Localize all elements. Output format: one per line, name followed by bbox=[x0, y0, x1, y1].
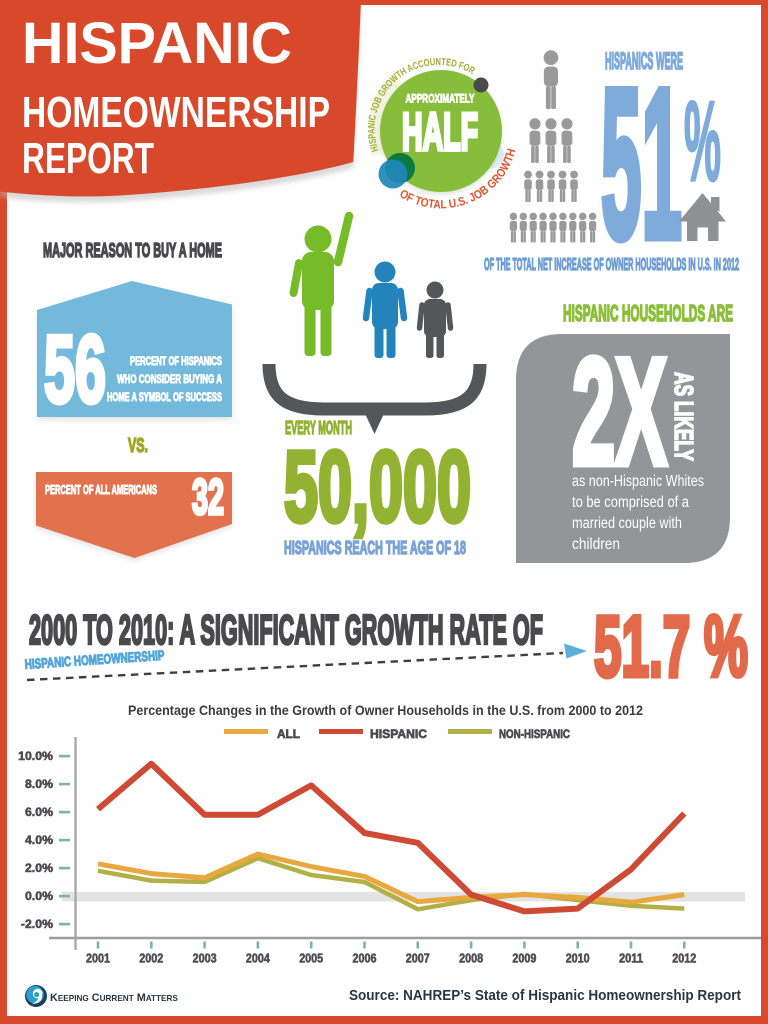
svg-text:AS LIKELY: AS LIKELY bbox=[669, 372, 697, 461]
svg-text:HISPANICS REACH THE AGE OF 18: HISPANICS REACH THE AGE OF 18 bbox=[284, 538, 466, 558]
svg-text:2008: 2008 bbox=[459, 952, 483, 966]
svg-text:Source: NAHREP’s State of Hisp: Source: NAHREP’s State of Hispanic Homeo… bbox=[349, 988, 741, 1004]
svg-text:32: 32 bbox=[192, 469, 224, 525]
svg-text:56: 56 bbox=[44, 316, 106, 423]
svg-text:married couple with: married couple with bbox=[572, 515, 682, 532]
svg-text:2.0%: 2.0% bbox=[25, 861, 53, 875]
svg-text:2007: 2007 bbox=[406, 952, 430, 966]
svg-text:2X: 2X bbox=[572, 327, 667, 497]
svg-text:APPROXIMATELY: APPROXIMATELY bbox=[406, 92, 475, 106]
svg-text:REPORT: REPORT bbox=[22, 135, 154, 183]
svg-text:PERCENT OF HISPANICS: PERCENT OF HISPANICS bbox=[130, 355, 222, 368]
svg-text:MAJOR REASON TO BUY A HOME: MAJOR REASON TO BUY A HOME bbox=[43, 240, 222, 262]
svg-text:to be comprised of a: to be comprised of a bbox=[572, 494, 689, 511]
svg-text:PERCENT OF ALL AMERICANS: PERCENT OF ALL AMERICANS bbox=[45, 482, 157, 497]
svg-text:HISPANIC: HISPANIC bbox=[370, 727, 427, 741]
svg-text:OF THE TOTAL NET INCREASE OF O: OF THE TOTAL NET INCREASE OF OWNER HOUSE… bbox=[484, 254, 739, 274]
svg-text:0.0%: 0.0% bbox=[25, 889, 53, 903]
svg-text:2012: 2012 bbox=[672, 952, 696, 966]
svg-text:VS.: VS. bbox=[128, 435, 148, 457]
svg-text:Percentage Changes in the Grow: Percentage Changes in the Growth of Owne… bbox=[128, 702, 643, 718]
svg-text:WHO CONSIDER BUYING A: WHO CONSIDER BUYING A bbox=[117, 373, 222, 386]
svg-text:%: % bbox=[684, 78, 721, 204]
svg-text:HISPANICS WERE: HISPANICS WERE bbox=[605, 48, 683, 75]
svg-text:2002: 2002 bbox=[139, 952, 163, 966]
svg-text:NON-HISPANIC: NON-HISPANIC bbox=[499, 727, 570, 741]
svg-text:HALF: HALF bbox=[402, 103, 478, 162]
svg-text:2005: 2005 bbox=[299, 952, 323, 966]
svg-text:2011: 2011 bbox=[619, 952, 643, 966]
svg-text:2003: 2003 bbox=[193, 952, 217, 966]
svg-text:51: 51 bbox=[601, 45, 682, 283]
svg-text:2010: 2010 bbox=[566, 952, 590, 966]
svg-text:4.0%: 4.0% bbox=[25, 833, 53, 847]
svg-text:8.0%: 8.0% bbox=[25, 777, 53, 791]
svg-text:2004: 2004 bbox=[246, 952, 270, 966]
svg-text:KEEPING CURRENT MATTERS: KEEPING CURRENT MATTERS bbox=[50, 992, 178, 1004]
svg-text:2000 TO 2010: A SIGNIFICANT GR: 2000 TO 2010: A SIGNIFICANT GROWTH RATE … bbox=[29, 606, 543, 653]
svg-text:ALL: ALL bbox=[277, 727, 300, 741]
svg-text:EVERY MONTH: EVERY MONTH bbox=[285, 418, 352, 438]
svg-text:HISPANIC HOUSEHOLDS ARE: HISPANIC HOUSEHOLDS ARE bbox=[563, 300, 733, 326]
svg-text:children: children bbox=[572, 536, 620, 553]
svg-text:2001: 2001 bbox=[86, 952, 110, 966]
svg-text:51.7 %: 51.7 % bbox=[594, 599, 748, 695]
svg-text:6.0%: 6.0% bbox=[25, 805, 53, 819]
svg-text:-2.0%: -2.0% bbox=[21, 917, 53, 931]
svg-text:as non-Hispanic Whites: as non-Hispanic Whites bbox=[572, 473, 704, 490]
svg-text:2006: 2006 bbox=[353, 952, 377, 966]
svg-text:HOMEOWNERSHIP: HOMEOWNERSHIP bbox=[22, 89, 330, 137]
svg-text:50,000: 50,000 bbox=[284, 431, 471, 543]
svg-text:HOME A SYMBOL OF SUCCESS: HOME A SYMBOL OF SUCCESS bbox=[107, 391, 222, 404]
svg-text:HISPANIC: HISPANIC bbox=[22, 11, 292, 76]
svg-text:10.0%: 10.0% bbox=[18, 749, 53, 763]
svg-text:2009: 2009 bbox=[512, 952, 536, 966]
